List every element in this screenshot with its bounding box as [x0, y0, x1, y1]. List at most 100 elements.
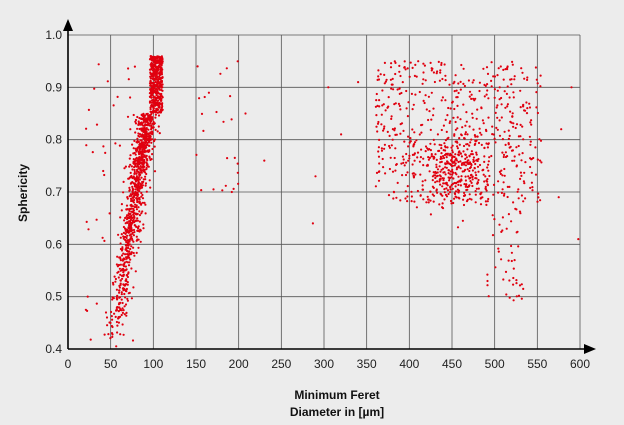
- data-point: [145, 162, 148, 165]
- data-point: [129, 212, 132, 215]
- data-point: [406, 171, 409, 174]
- data-point: [390, 62, 393, 65]
- data-point: [133, 254, 136, 257]
- data-point: [377, 155, 381, 158]
- data-point: [103, 239, 106, 242]
- x-tick-label: 500: [485, 357, 505, 371]
- data-point: [122, 309, 125, 312]
- data-point: [141, 146, 144, 149]
- data-point: [137, 132, 140, 135]
- data-point: [438, 178, 441, 181]
- data-point: [375, 125, 378, 128]
- data-point: [436, 133, 439, 136]
- data-point: [520, 159, 523, 162]
- data-point: [384, 172, 387, 175]
- data-point: [144, 182, 148, 185]
- data-point: [463, 163, 466, 166]
- data-point: [121, 301, 124, 305]
- data-point: [203, 95, 206, 99]
- data-point: [515, 164, 519, 167]
- data-point: [132, 113, 135, 117]
- data-point: [128, 243, 131, 246]
- data-point: [487, 295, 490, 298]
- data-point: [134, 163, 137, 167]
- data-point: [129, 154, 132, 157]
- data-point: [130, 165, 133, 168]
- data-point: [133, 172, 136, 175]
- data-point: [427, 158, 430, 161]
- data-point: [374, 105, 377, 108]
- data-point: [491, 234, 495, 237]
- data-point: [500, 103, 503, 106]
- data-point: [126, 241, 129, 244]
- data-point: [125, 274, 128, 277]
- data-point: [125, 208, 128, 211]
- data-point: [399, 123, 402, 126]
- data-point: [482, 168, 485, 171]
- data-point: [459, 118, 462, 121]
- data-point: [414, 173, 417, 176]
- data-point: [158, 96, 161, 99]
- data-point: [140, 121, 143, 124]
- data-point: [142, 124, 145, 127]
- data-point: [116, 331, 119, 334]
- data-point: [394, 147, 397, 150]
- data-point: [135, 168, 139, 172]
- data-point: [519, 89, 522, 92]
- data-point: [385, 78, 388, 81]
- data-point: [119, 269, 122, 272]
- data-point: [406, 200, 409, 203]
- data-point: [128, 231, 131, 234]
- data-point: [137, 227, 140, 230]
- data-point: [477, 141, 481, 145]
- data-point: [468, 184, 471, 188]
- data-point: [119, 263, 122, 266]
- data-point: [443, 191, 446, 194]
- data-point: [128, 261, 131, 264]
- data-point: [453, 134, 456, 137]
- data-point: [459, 167, 462, 170]
- data-point: [154, 128, 157, 131]
- data-point: [398, 92, 401, 95]
- data-point: [150, 55, 153, 58]
- data-point: [418, 160, 421, 163]
- data-point: [468, 197, 471, 200]
- data-point: [154, 96, 157, 99]
- data-point: [378, 99, 381, 102]
- data-point: [444, 118, 447, 121]
- data-point: [415, 139, 418, 142]
- data-point: [153, 71, 156, 74]
- data-point: [470, 138, 473, 141]
- data-point: [515, 231, 518, 234]
- data-point: [483, 146, 486, 149]
- data-point: [127, 227, 130, 230]
- data-point: [496, 128, 499, 131]
- data-point: [377, 69, 380, 72]
- data-point: [503, 90, 506, 93]
- data-point: [133, 182, 136, 185]
- data-point: [392, 88, 395, 91]
- data-point: [455, 157, 458, 160]
- data-point: [150, 74, 153, 77]
- data-point: [531, 189, 534, 192]
- data-point: [441, 206, 444, 209]
- data-point: [440, 152, 443, 155]
- data-point: [450, 164, 453, 168]
- data-point: [505, 293, 508, 296]
- data-point: [136, 115, 139, 119]
- data-point: [377, 146, 380, 149]
- data-point: [500, 116, 503, 119]
- data-point: [454, 74, 457, 77]
- data-point: [144, 147, 147, 150]
- data-point: [480, 133, 483, 136]
- data-point: [132, 147, 135, 150]
- data-point: [497, 191, 500, 194]
- data-point: [499, 65, 502, 68]
- data-point: [530, 123, 533, 126]
- data-point: [497, 180, 500, 183]
- data-point: [124, 253, 127, 256]
- data-point: [442, 124, 445, 127]
- data-point: [114, 315, 117, 318]
- data-point: [128, 209, 131, 212]
- data-point: [412, 144, 415, 147]
